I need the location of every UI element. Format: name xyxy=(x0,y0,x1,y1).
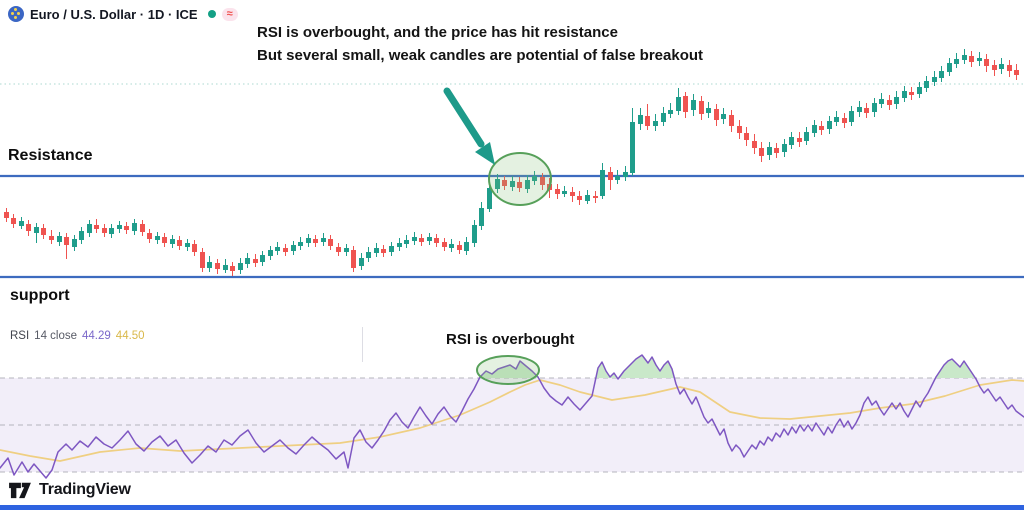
rsi-indicator-name: RSI xyxy=(10,330,30,342)
tradingview-brand: TradingView xyxy=(8,480,131,500)
rsi-params: 14 close xyxy=(34,330,78,342)
tradingview-wordmark: TradingView xyxy=(39,481,131,498)
tradingview-logo-icon xyxy=(9,482,31,499)
note-line-1: RSI is overbought, and the price has hit… xyxy=(257,24,618,41)
note-annotation: RSI is overbought, and the price has hit… xyxy=(257,21,703,67)
note-line-2: But several small, weak candles are pote… xyxy=(257,47,704,64)
bottom-accent-bar xyxy=(0,505,1024,510)
resistance-label: Resistance xyxy=(8,147,93,164)
euro-flag-icon xyxy=(8,6,24,22)
symbol-title: Euro / U.S. Dollar · 1D · ICE xyxy=(30,6,198,22)
market-status-dot-icon xyxy=(207,10,216,18)
rsi-ma-value: 44.50 xyxy=(115,330,145,342)
rsi-legend: RSI 14 close 44.29 44.50 xyxy=(10,330,145,342)
support-label: support xyxy=(10,287,70,304)
delayed-data-badge: ≈ xyxy=(221,7,238,21)
pane-divider xyxy=(362,327,363,362)
rsi-overbought-label: RSI is overbought xyxy=(446,331,575,348)
symbol-header: Euro / U.S. Dollar · 1D · ICE ≈ xyxy=(8,6,238,22)
rsi-value: 44.29 xyxy=(82,330,111,342)
